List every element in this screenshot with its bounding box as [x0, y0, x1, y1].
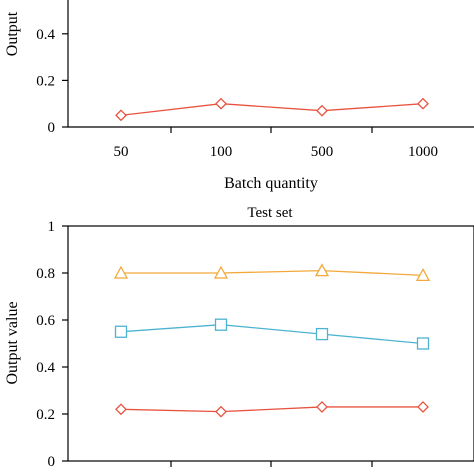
diamond-point	[215, 405, 227, 418]
y-tick-label: 0	[48, 120, 56, 136]
series-line-square	[120, 324, 424, 345]
x-tick-label: 1000	[408, 144, 438, 160]
series-line-diamond	[120, 406, 423, 413]
square-point	[315, 327, 329, 341]
y-tick-label: 0.2	[36, 73, 55, 89]
y-tick-label: 1	[48, 219, 56, 235]
top-x-ticks: 50 100 500 1000	[114, 127, 438, 160]
square-point	[114, 325, 128, 338]
bottom-chart-title: Test set	[247, 205, 293, 221]
y-tick-label: 0	[48, 454, 56, 470]
diamond-point	[417, 97, 429, 110]
x-tick-label: 100	[210, 144, 233, 160]
diamond-point	[316, 401, 328, 413]
diamond-point	[316, 104, 328, 117]
top-x-axis-label: Batch quantity	[224, 175, 318, 192]
bottom-y-axis-label: Output value	[4, 301, 21, 384]
square-point	[416, 337, 430, 350]
x-tick-label: 500	[311, 144, 334, 160]
triangle-point	[113, 265, 129, 279]
triangle-point	[213, 265, 229, 279]
triangle-point	[415, 267, 431, 282]
top-y-ticks: 00.20.40.6	[36, 27, 68, 136]
y-tick-label: 0.8	[36, 266, 55, 282]
bottom-x-ticks	[170, 461, 373, 467]
series-line-triangle	[121, 269, 424, 276]
diamond-point	[215, 97, 227, 110]
y-tick-label: 0.2	[36, 407, 55, 423]
y-tick-label: 0.6	[36, 313, 55, 329]
square-point	[214, 318, 228, 331]
bottom-plot-frame	[67, 225, 474, 462]
diamond-point	[115, 403, 127, 416]
diamond-point	[417, 401, 429, 413]
top-y-axis-label: Output	[4, 11, 21, 56]
x-tick-label: 50	[114, 144, 129, 160]
bottom-series-group	[113, 263, 431, 418]
y-tick-label: 0.4	[36, 27, 55, 43]
series-line-diamond	[120, 103, 424, 116]
y-tick-label: 0.4	[36, 360, 55, 376]
diamond-point	[115, 109, 127, 122]
bottom-y-ticks: 0 0.2 0.4 0.6 0.8 1	[36, 219, 68, 470]
top-plot-frame	[67, 0, 474, 128]
bottom-panel: 0 0.2 0.4 0.6 0.8 1 Test set Output value	[4, 205, 474, 470]
triangle-point	[314, 263, 330, 277]
top-series-group	[115, 97, 429, 122]
